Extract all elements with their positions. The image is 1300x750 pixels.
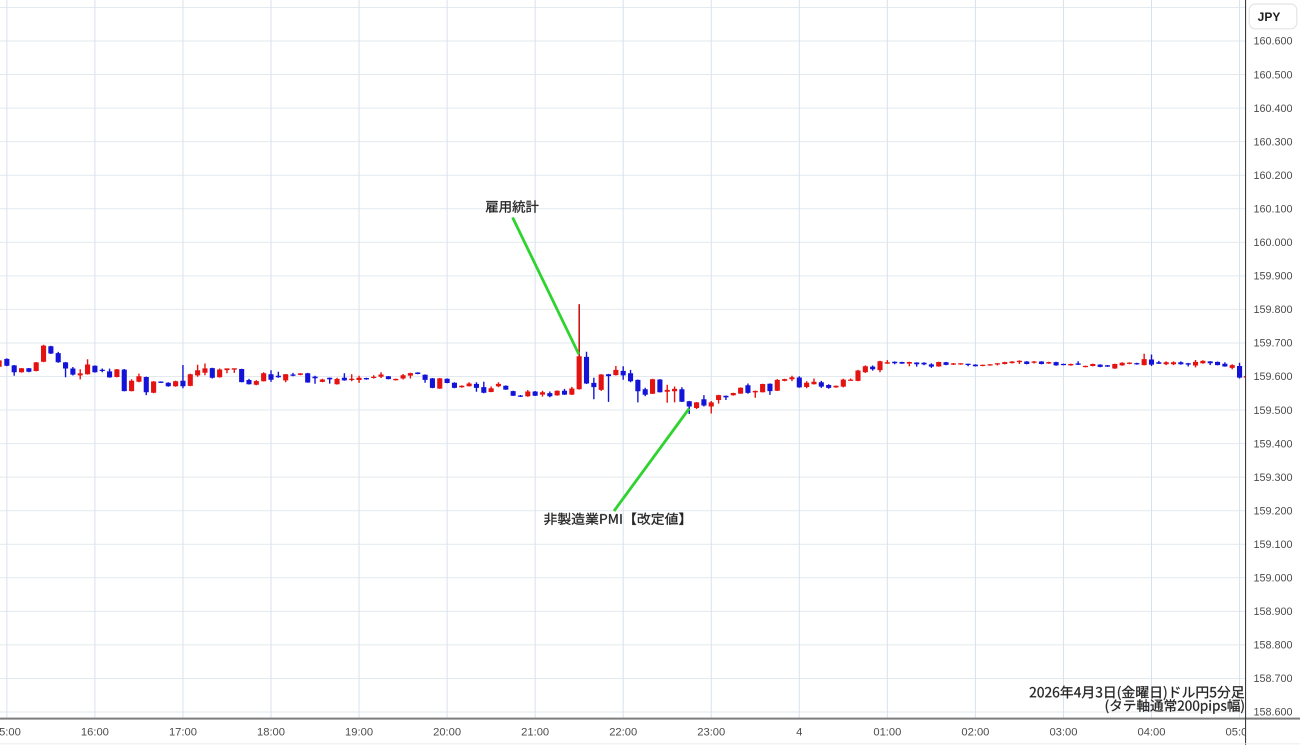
svg-text:160.200: 160.200 xyxy=(1253,170,1292,182)
svg-text:160.400: 160.400 xyxy=(1253,103,1292,115)
svg-text:22:00: 22:00 xyxy=(609,726,637,738)
svg-text:4: 4 xyxy=(796,726,802,738)
svg-text:158.700: 158.700 xyxy=(1253,673,1292,685)
svg-text:159.100: 159.100 xyxy=(1253,539,1292,551)
svg-text:02:00: 02:00 xyxy=(961,726,989,738)
svg-text:160.500: 160.500 xyxy=(1253,69,1292,81)
svg-text:03:00: 03:00 xyxy=(1049,726,1077,738)
svg-text:20:00: 20:00 xyxy=(433,726,461,738)
svg-text:159.600: 159.600 xyxy=(1253,371,1292,383)
svg-text:160.600: 160.600 xyxy=(1253,36,1292,48)
svg-text:05:00: 05:00 xyxy=(1226,726,1254,738)
svg-text:18:00: 18:00 xyxy=(257,726,285,738)
svg-text:158.900: 158.900 xyxy=(1253,606,1292,618)
svg-text:158.600: 158.600 xyxy=(1253,707,1292,719)
svg-text:04:00: 04:00 xyxy=(1138,726,1166,738)
svg-text:17:00: 17:00 xyxy=(169,726,197,738)
svg-text:160.300: 160.300 xyxy=(1253,136,1292,148)
svg-text:01:00: 01:00 xyxy=(873,726,901,738)
svg-text:23:00: 23:00 xyxy=(697,726,725,738)
svg-text:19:00: 19:00 xyxy=(345,726,373,738)
svg-text:159.200: 159.200 xyxy=(1253,505,1292,517)
svg-text:159.700: 159.700 xyxy=(1253,338,1292,350)
svg-text:160.000: 160.000 xyxy=(1253,237,1292,249)
svg-text:159.500: 159.500 xyxy=(1253,405,1292,417)
svg-text:159.300: 159.300 xyxy=(1253,472,1292,484)
svg-text:159.400: 159.400 xyxy=(1253,438,1292,450)
svg-text:15:00: 15:00 xyxy=(0,726,21,738)
svg-text:JPY: JPY xyxy=(1258,10,1281,24)
svg-text:16:00: 16:00 xyxy=(81,726,109,738)
svg-text:160.100: 160.100 xyxy=(1253,203,1292,215)
svg-text:21:00: 21:00 xyxy=(521,726,549,738)
svg-text:159.800: 159.800 xyxy=(1253,304,1292,316)
svg-text:159.000: 159.000 xyxy=(1253,573,1292,585)
svg-text:158.800: 158.800 xyxy=(1253,640,1292,652)
svg-text:159.900: 159.900 xyxy=(1253,271,1292,283)
